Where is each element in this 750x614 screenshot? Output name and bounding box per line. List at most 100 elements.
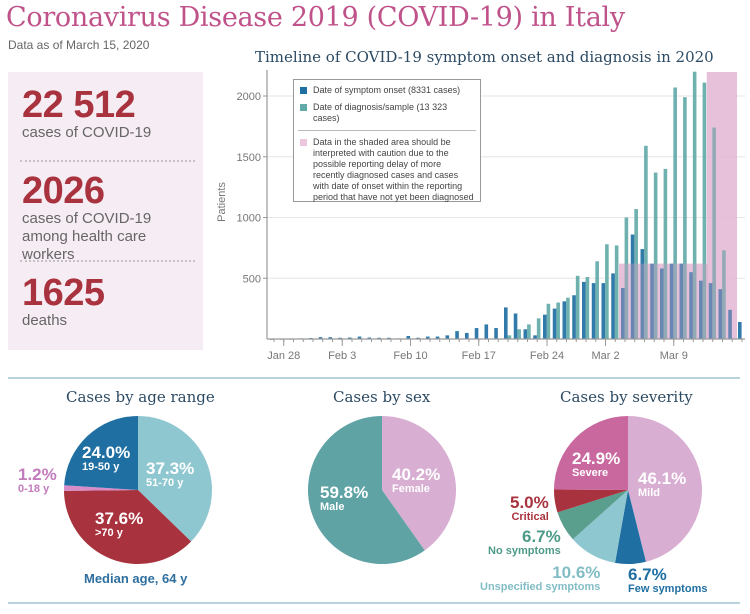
bar-diagnosis [712,127,716,339]
bar-diagnosis [624,217,629,339]
x-tick-label: Feb 17 [462,350,496,362]
bar-symptom-onset [630,234,635,339]
bar-diagnosis [614,245,619,339]
sex-label-female: 40.2% Female [392,466,440,495]
bar-symptom-onset [338,337,342,339]
y-tick-label: 2000 [237,91,261,103]
bar-symptom-onset [679,263,684,339]
bar-symptom-onset [621,287,625,339]
legend-label: Date of symptom onset (8331 cases) [313,85,461,95]
pie-percent: 46.1% [638,469,687,488]
divider [20,260,195,262]
age-pie-title: Cases by age range [66,388,215,406]
sex-pie-title: Cases by sex [333,388,431,406]
pie-category: Female [392,483,430,495]
bar-symptom-onset [552,308,557,339]
age-label-0-18: 1.2% 0-18 y [18,466,57,495]
bar-symptom-onset [660,268,664,339]
pie-percent: 6.7% [522,527,561,546]
pie-category: Male [320,501,345,513]
bar-symptom-onset [640,249,645,339]
pie-category: 51-70 y [146,477,184,489]
bar-diagnosis [536,318,541,339]
bar-symptom-onset [328,337,333,339]
legend-swatch-diagnosis [300,104,307,111]
pie-percent: 5.0% [510,493,549,512]
bar-diagnosis [546,303,551,339]
bar-symptom-onset [728,309,732,339]
pie-category: 0-18 y [18,483,50,495]
section-divider [8,602,740,604]
median-age-note: Median age, 64 y [84,571,188,586]
bar-symptom-onset [357,336,362,339]
legend-swatch-onset [300,87,307,94]
severity-label-severe: 24.9% Severe [572,450,620,479]
legend-swatch-shaded [300,139,307,146]
bar-diagnosis [527,324,531,339]
severity-pie-chart [554,416,702,564]
stat-value: 1625 [22,272,105,314]
bar-diagnosis [575,275,580,339]
pie-percent: 24.0% [82,443,131,462]
severity-label-critical: 5.0% Critical [510,494,549,523]
stat-label: cases of COVID-19 [22,124,152,141]
legend-item-shaded: Data in the shaded area should be interp… [300,137,474,203]
bar-symptom-onset [523,329,528,339]
bar-symptom-onset [601,283,606,339]
x-tick-label: Mar 9 [660,350,688,362]
bar-symptom-onset [484,324,489,339]
pie-percent: 37.3% [146,459,195,478]
bar-symptom-onset [445,335,450,339]
pie-category: No symptoms [488,545,561,557]
bar-diagnosis [585,277,590,339]
stat-value: 2026 [22,170,105,212]
stat-label: cases of COVID-19 among health care work… [22,210,152,263]
bar-symptom-onset [533,335,537,339]
chart-legend: Date of symptom onset (8331 cases) Date … [293,79,481,202]
bar-symptom-onset [689,272,693,339]
bar-symptom-onset [494,328,498,339]
stat-label: deaths [22,312,68,329]
bar-symptom-onset [513,313,518,339]
bar-diagnosis [556,302,560,339]
pie-category: Few symptoms [628,583,708,595]
legend-label: Data in the shaded area should be interp… [313,137,474,202]
bar-symptom-onset [426,336,430,339]
severity-label-no-symptoms: 6.7% No symptoms [488,528,561,557]
severity-label-few-symptoms: 6.7% Few symptoms [628,566,707,595]
x-tick-label: Jan 28 [267,350,300,362]
bar-symptom-onset [504,307,508,339]
bar-symptom-onset [455,331,459,339]
bar-diagnosis [566,297,570,339]
sex-label-male: 59.8% Male [320,484,368,513]
bar-symptom-onset [738,321,742,339]
shaded-overlay [619,263,708,339]
pie-slice-female [382,416,456,551]
x-tick-label: Feb 10 [393,350,427,362]
bar-symptom-onset [591,283,596,339]
bar-symptom-onset [416,337,420,339]
pie-percent: 1.2% [18,465,57,484]
bar-diagnosis [507,335,512,339]
stat-value: 22 512 [22,84,136,126]
severity-label-unspecified: 10.6% Unspecified symptoms [480,564,600,593]
pie-category: Mild [638,487,660,499]
bar-diagnosis [722,250,726,339]
bar-diagnosis [683,97,687,339]
legend-divider [298,130,476,131]
bar-symptom-onset [562,301,567,339]
pie-category: Severe [572,467,609,479]
pie-slice-51-70-y [138,416,212,542]
bar-symptom-onset [611,273,615,339]
stats-panel: 22 512 cases of COVID-19 2026 cases of C… [8,72,203,350]
bar-symptom-onset [435,336,440,339]
bar-symptom-onset [367,337,372,339]
pie-percent: 24.9% [572,449,621,468]
bar-symptom-onset [543,314,547,339]
x-tick-label: Mar 2 [591,350,619,362]
pie-slice-0-18-y [64,485,138,491]
stat-health-workers: 2026 cases of COVID-19 among health care… [22,172,197,264]
bar-diagnosis [663,168,668,339]
pie-category: >70 y [95,527,123,539]
pie-slice-70-y [64,490,192,564]
